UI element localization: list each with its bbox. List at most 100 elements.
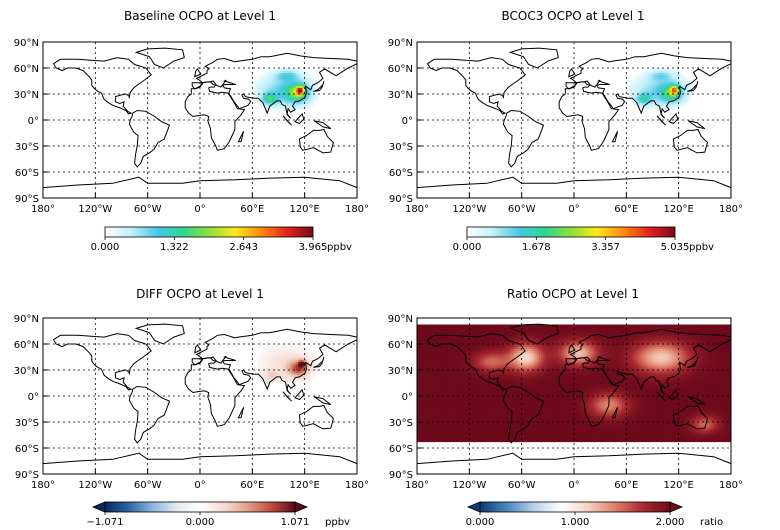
field-cell xyxy=(504,430,508,434)
field-cell xyxy=(493,354,497,358)
field-cell xyxy=(313,91,317,95)
field-cell xyxy=(528,393,531,397)
field-cell xyxy=(486,391,490,395)
field-cell xyxy=(499,430,503,434)
field-cell xyxy=(462,428,466,432)
field-cell xyxy=(528,428,531,432)
field-cell xyxy=(427,383,431,386)
field-cell xyxy=(497,409,501,412)
field-cell xyxy=(445,348,449,352)
field-cell xyxy=(639,100,643,104)
field-cell xyxy=(523,437,527,440)
field-cell xyxy=(499,402,503,406)
field-cell xyxy=(517,337,521,341)
field-cell xyxy=(526,367,529,371)
field-cell xyxy=(532,389,536,393)
field-cell xyxy=(473,341,477,345)
field-cell xyxy=(263,96,267,99)
field-cell xyxy=(663,104,667,108)
field-cell xyxy=(495,411,499,414)
field-cell xyxy=(493,389,497,393)
field-cell xyxy=(471,344,475,347)
field-cell xyxy=(451,385,455,388)
field-cell xyxy=(269,367,273,371)
field-cell xyxy=(443,378,446,382)
field-cell xyxy=(443,354,446,358)
field-cell xyxy=(663,102,667,106)
field-cell xyxy=(313,357,317,360)
field-cell xyxy=(539,432,542,436)
field-cell xyxy=(258,96,262,99)
field-cell xyxy=(497,402,501,406)
field-cell xyxy=(486,383,490,386)
field-cell xyxy=(502,341,505,345)
field-cell xyxy=(530,326,534,330)
field-cell xyxy=(510,344,514,347)
field-cell xyxy=(545,415,549,419)
field-cell xyxy=(430,422,433,425)
field-cell xyxy=(504,439,508,443)
field-cell xyxy=(456,363,460,367)
field-cell xyxy=(451,389,455,393)
field-cell xyxy=(637,85,641,89)
field-cell xyxy=(543,413,547,417)
field-cell xyxy=(519,406,523,410)
field-cell xyxy=(419,430,422,434)
field-cell xyxy=(451,400,455,404)
field-cell xyxy=(434,422,438,425)
field-cell xyxy=(678,98,682,102)
field-cell xyxy=(526,326,529,330)
field-cell xyxy=(475,380,479,384)
field-cell xyxy=(436,411,440,414)
field-cell xyxy=(532,385,536,388)
field-cell xyxy=(495,363,499,367)
field-cell xyxy=(278,107,282,110)
field-cell xyxy=(510,393,514,397)
field-cell xyxy=(488,350,492,354)
field-cell xyxy=(547,385,551,388)
field-cell xyxy=(417,346,420,349)
field-cell xyxy=(680,76,684,80)
field-cell xyxy=(451,370,455,373)
field-cell xyxy=(510,419,514,423)
field-cell xyxy=(497,372,501,375)
field-cell xyxy=(458,387,462,391)
field-cell xyxy=(443,437,446,440)
field-cell xyxy=(519,424,523,427)
field-cell xyxy=(462,376,466,380)
field-cell xyxy=(683,78,686,82)
field-cell xyxy=(471,385,475,388)
field-cell xyxy=(478,419,481,423)
field-cell xyxy=(473,331,477,334)
field-cell xyxy=(309,91,312,95)
field-cell xyxy=(550,437,553,440)
field-cell xyxy=(536,415,540,419)
field-cell xyxy=(445,393,449,397)
field-cell xyxy=(291,357,295,360)
field-cell xyxy=(495,339,499,343)
field-cell xyxy=(425,352,429,356)
field-cell xyxy=(491,348,494,352)
field-cell xyxy=(467,387,470,391)
field-cell xyxy=(427,404,431,408)
field-cell xyxy=(274,344,277,347)
field-cell xyxy=(454,409,457,412)
field-cell xyxy=(674,104,678,108)
field-cell xyxy=(539,374,542,378)
field-cell xyxy=(436,328,440,332)
field-cell xyxy=(482,328,486,332)
field-cell xyxy=(464,333,468,336)
field-cell xyxy=(469,363,473,367)
field-cell xyxy=(287,72,291,76)
field-cell xyxy=(460,324,464,328)
field-cell xyxy=(271,354,275,358)
field-cell xyxy=(473,380,477,384)
field-cell xyxy=(517,361,521,365)
field-cell xyxy=(523,409,527,412)
field-cell xyxy=(417,404,420,408)
field-cell xyxy=(462,419,466,423)
field-cell xyxy=(552,372,555,375)
field-cell xyxy=(256,361,260,365)
field-cell xyxy=(467,393,470,397)
field-cell xyxy=(443,430,446,434)
